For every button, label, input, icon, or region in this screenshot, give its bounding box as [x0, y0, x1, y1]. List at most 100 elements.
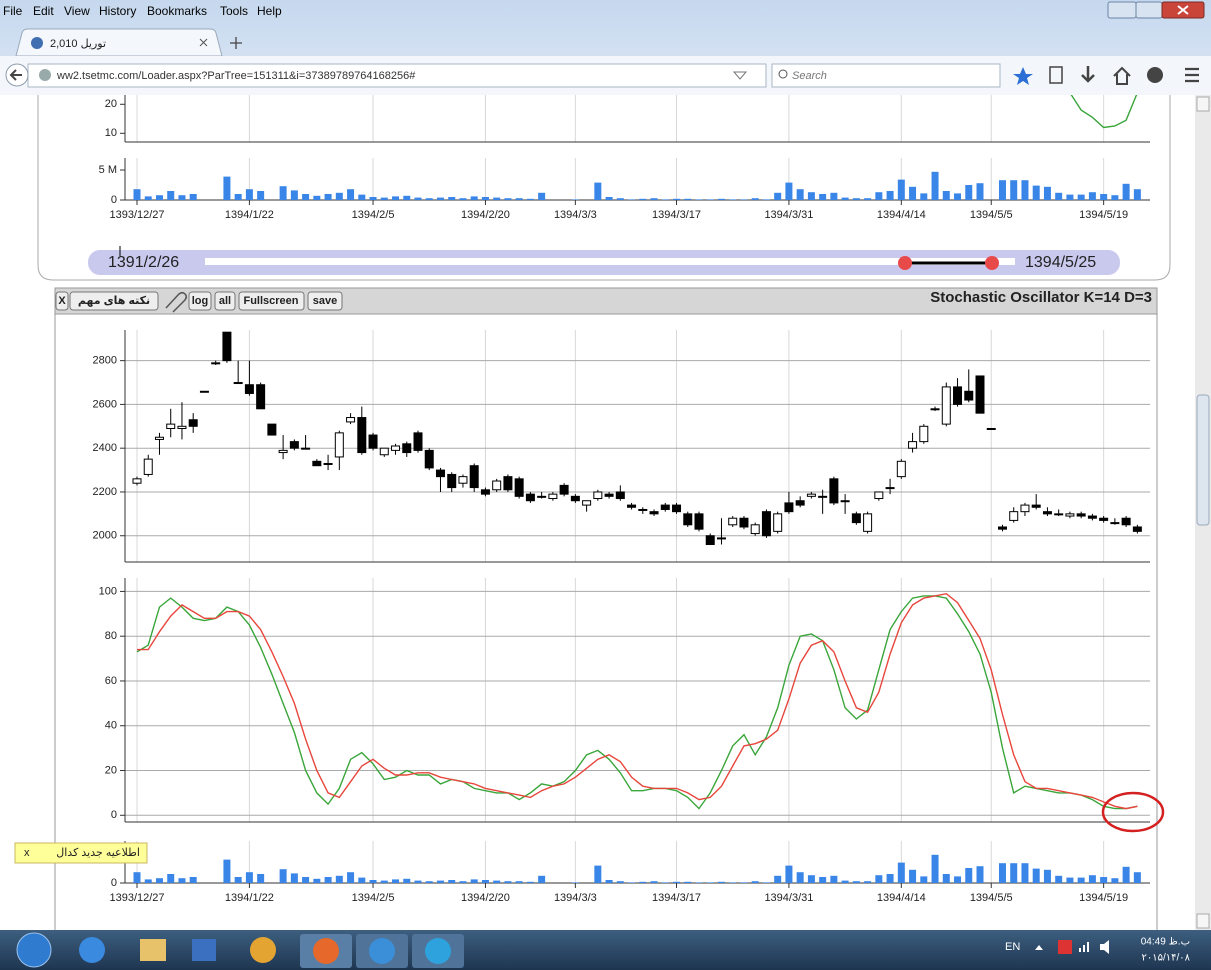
screen: 1391/2/26 1394/5/25 X نکته های مهم log a… [0, 0, 1211, 970]
indicator-title: Stochastic Oscillator K=14 D=3 [930, 289, 1152, 306]
volume-bar [785, 183, 792, 200]
taskbar-app[interactable] [140, 939, 166, 961]
candle-body [504, 477, 512, 490]
menu-item[interactable]: Help [257, 4, 282, 18]
x-tick-label: 1394/4/14 [877, 892, 926, 904]
y-tick-label: 20 [105, 764, 117, 776]
candle-body [1111, 523, 1119, 524]
volume-bar [313, 196, 320, 200]
candle-body [493, 481, 501, 490]
menu-item[interactable]: Bookmarks [147, 4, 207, 18]
tab[interactable] [16, 29, 222, 56]
candle-body [1010, 512, 1018, 521]
minimize-button[interactable] [1108, 2, 1136, 18]
button-label: نکته های مهم [78, 295, 150, 307]
volume-bar [999, 863, 1006, 883]
candle-body [852, 514, 860, 523]
volume-bar [572, 882, 579, 883]
x-tick-label: 1394/5/19 [1079, 209, 1128, 221]
x-tick-label: 1394/4/14 [877, 209, 926, 221]
candle-body [954, 387, 962, 405]
volume-bar [1078, 878, 1085, 883]
volume-bar [527, 199, 534, 200]
y-tick-label: 2200 [93, 486, 117, 498]
scroll-up[interactable] [1197, 97, 1209, 111]
x-tick-label: 1394/5/19 [1079, 892, 1128, 904]
volume-bar [482, 880, 489, 883]
volume-bar [808, 875, 815, 883]
volume-bar [156, 878, 163, 883]
volume-bar [1066, 195, 1073, 200]
slider-start: 1391/2/26 [108, 254, 179, 271]
candle-body [1066, 514, 1074, 516]
volume-bar [257, 874, 264, 883]
candle-body [909, 442, 917, 449]
volume-bar [864, 881, 871, 883]
candle-body [403, 444, 411, 453]
tab-title: توریل 2,010 [50, 38, 106, 50]
candle-body [807, 494, 815, 496]
y-tick-label: 0 [111, 877, 117, 889]
volume-bar [392, 196, 399, 200]
candle-body [538, 496, 546, 497]
volume-bar [729, 882, 736, 883]
volume-bar [1044, 870, 1051, 883]
menu-item[interactable]: Tools [220, 4, 248, 18]
candle-body [695, 514, 703, 529]
candle-body [998, 527, 1006, 529]
slider-handle[interactable] [985, 256, 999, 270]
tray-icon[interactable] [1058, 940, 1072, 954]
x-tick-label: 1394/3/17 [652, 209, 701, 221]
volume-bar [965, 185, 972, 200]
clock-time[interactable]: ب.ظ 04:49 [1141, 937, 1190, 948]
candle-body [684, 514, 692, 525]
candle-body [740, 518, 748, 527]
slider-track [205, 258, 1015, 265]
scroll-down[interactable] [1197, 914, 1209, 928]
start-button[interactable] [17, 933, 51, 967]
volume-bar [415, 198, 422, 200]
chat-icon[interactable] [1147, 67, 1163, 83]
candle-body [189, 420, 197, 427]
menu-item[interactable]: Edit [33, 4, 54, 18]
maximize-button[interactable] [1136, 2, 1162, 18]
volume-bar [875, 875, 882, 883]
menu-item[interactable]: File [3, 4, 23, 18]
volume-bar [325, 194, 332, 200]
candle-body [234, 383, 242, 384]
x-tick-label: 1394/3/31 [764, 209, 813, 221]
menu-item[interactable]: View [64, 4, 90, 18]
volume-bar [370, 197, 377, 200]
candle-body [1043, 512, 1051, 514]
language[interactable]: EN [1005, 941, 1020, 953]
volume-bar [167, 874, 174, 883]
candle-body [605, 494, 613, 496]
volume-bar [504, 881, 511, 883]
volume-bar [1134, 872, 1141, 883]
x-tick-label: 1393/12/27 [109, 892, 164, 904]
slider-handle[interactable] [898, 256, 912, 270]
volume-bar [471, 196, 478, 200]
volume-bar [246, 189, 253, 200]
candle-body [470, 466, 478, 488]
candle-body [1100, 518, 1108, 520]
candle-body [144, 459, 152, 474]
volume-bar [898, 863, 905, 883]
volume-bar [707, 199, 714, 200]
y-tick-label: 2000 [93, 530, 117, 542]
volume-bar [291, 190, 298, 200]
taskbar-app[interactable] [79, 937, 105, 963]
menu-item[interactable]: History [99, 4, 136, 18]
volume-bar [639, 199, 646, 200]
y-tick-label: 80 [105, 630, 117, 642]
taskbar-app[interactable] [192, 939, 216, 961]
volume-bar [482, 197, 489, 200]
volume-bar [830, 876, 837, 883]
taskbar-app[interactable] [250, 937, 276, 963]
clock-date[interactable]: ۲۰۱۵/۱۴/۰۸ [1141, 953, 1190, 964]
scroll-thumb[interactable] [1197, 395, 1209, 525]
notification-close[interactable]: x [24, 847, 30, 859]
volume-bar [797, 189, 804, 200]
x-tick-label: 1394/2/20 [461, 892, 510, 904]
volume-bar [302, 877, 309, 883]
